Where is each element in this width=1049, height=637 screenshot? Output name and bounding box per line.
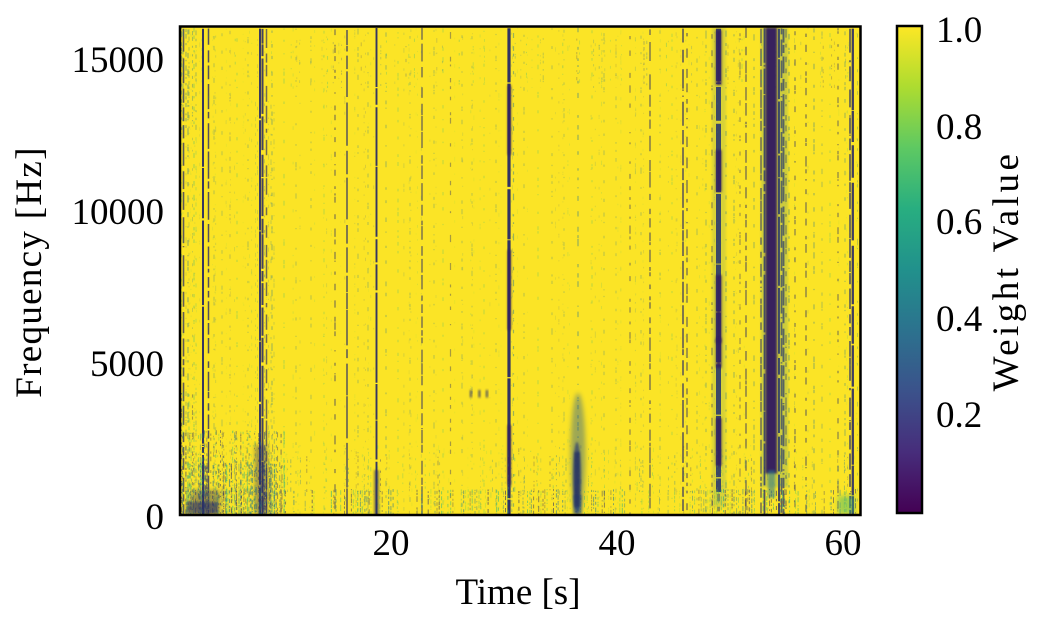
svg-text:Weight Value: Weight Value bbox=[986, 151, 1027, 392]
svg-text:0: 0 bbox=[146, 497, 165, 538]
svg-text:0.8: 0.8 bbox=[936, 107, 982, 148]
svg-text:20: 20 bbox=[373, 523, 410, 564]
svg-text:0.4: 0.4 bbox=[936, 299, 982, 340]
svg-text:Frequency [Hz]: Frequency [Hz] bbox=[9, 146, 50, 397]
svg-text:5000: 5000 bbox=[90, 344, 164, 385]
svg-text:0.2: 0.2 bbox=[936, 395, 982, 436]
svg-text:10000: 10000 bbox=[72, 192, 165, 233]
svg-text:40: 40 bbox=[599, 523, 636, 564]
svg-text:0.6: 0.6 bbox=[936, 202, 982, 243]
svg-text:1.0: 1.0 bbox=[936, 10, 982, 51]
svg-text:Time [s]: Time [s] bbox=[455, 572, 580, 613]
svg-text:60: 60 bbox=[825, 523, 862, 564]
svg-text:15000: 15000 bbox=[72, 40, 165, 81]
